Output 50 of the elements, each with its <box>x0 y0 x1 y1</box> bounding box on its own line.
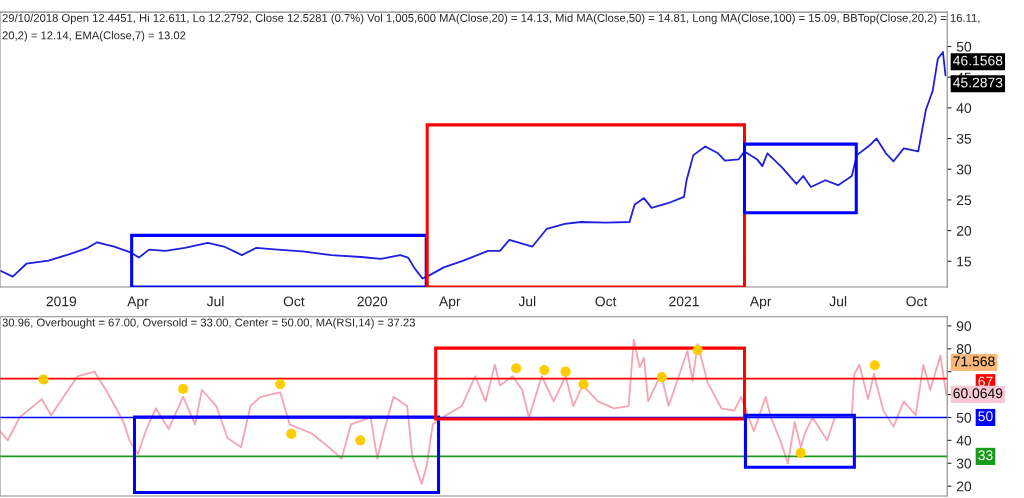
point <box>286 428 297 440</box>
point <box>795 447 806 459</box>
y-tick-label: 80 <box>956 344 972 354</box>
annotation: 60.0649 <box>953 388 1003 399</box>
y-tick-label: 50 <box>956 41 972 52</box>
y-tick-label: 40 <box>956 435 972 446</box>
point <box>38 374 49 385</box>
x-tick-label: Oct <box>283 296 305 307</box>
point <box>275 378 286 390</box>
annotation: 45.2873 <box>953 77 1003 88</box>
point <box>539 364 550 376</box>
y-tick-label: 40 <box>956 103 972 114</box>
y-tick-label: 90 <box>956 321 972 332</box>
x-tick-label: 2021 <box>669 296 699 307</box>
point <box>578 379 589 390</box>
x-tick-label: Apr <box>127 296 149 310</box>
y-tick-label: 20 <box>956 225 972 236</box>
point <box>560 366 571 377</box>
y-tick-label: 25 <box>956 195 972 206</box>
y-tick-label: 15 <box>957 256 972 267</box>
x-tick-label: Apr <box>438 296 461 310</box>
point <box>178 383 189 394</box>
chart-title: 30.96, Overbought = 67.00, Oversold = 33.00, Center = 50.00, MA(RSI,14) = 37.23 <box>2 318 415 329</box>
x-tick-label: Oct <box>595 296 617 307</box>
point <box>656 372 667 383</box>
y-tick-label: 20 <box>956 481 972 492</box>
x-tick-label: Jul <box>518 296 536 307</box>
annotation: 71.568 <box>953 356 995 367</box>
y-tick-label: 35 <box>956 133 972 144</box>
point <box>355 435 366 446</box>
ref-line-label: 33 <box>978 450 993 461</box>
x-tick-label: Jul <box>206 296 224 307</box>
ref-line-label: 67 <box>978 376 993 387</box>
x-tick-label: 2020 <box>357 296 388 307</box>
point <box>692 345 703 356</box>
point <box>869 360 880 371</box>
annotation: 46.1568 <box>953 55 1003 66</box>
line-series <box>0 338 948 485</box>
x-tick-label: Jul <box>829 296 847 307</box>
ref-line-label: 50 <box>978 411 993 422</box>
y-tick-label: 30 <box>956 458 972 469</box>
text: 20,2) = 12.14, EMA(Close,7) = 13.02 <box>2 31 186 42</box>
x-tick-label: Apr <box>749 296 772 310</box>
y-tick-label: 30 <box>956 164 972 175</box>
chart-title: 29/10/2018 Open 12.4451, Hi 12.611, Lo 12.2792, Close 12.5281 (0.7%) Vol 1,005,600 MA(Close,20) = 14.13, Mid MA(Close,50) = 14.81, Long MA(Close,100) = 15.09, BBTop(Close,20,2) = 16.11, <box>2 13 980 25</box>
point <box>511 363 522 374</box>
line-series <box>0 51 947 280</box>
x-tick-label: 2019 <box>46 296 77 307</box>
y-tick-label: 50 <box>956 412 972 423</box>
x-tick-label: Oct <box>906 296 928 307</box>
